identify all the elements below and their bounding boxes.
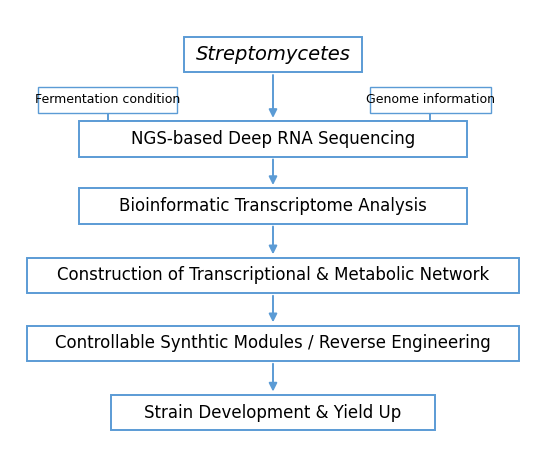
Text: Construction of Transcriptional & Metabolic Network: Construction of Transcriptional & Metabo…: [57, 266, 489, 284]
Text: Streptomycetes: Streptomycetes: [195, 45, 351, 64]
Text: Controllable Synthtic Modules / Reverse Engineering: Controllable Synthtic Modules / Reverse …: [55, 334, 491, 352]
FancyBboxPatch shape: [79, 188, 467, 224]
FancyBboxPatch shape: [27, 258, 519, 293]
FancyBboxPatch shape: [38, 87, 177, 113]
Text: NGS-based Deep RNA Sequencing: NGS-based Deep RNA Sequencing: [131, 130, 415, 148]
Text: Genome information: Genome information: [366, 93, 495, 106]
FancyBboxPatch shape: [27, 326, 519, 361]
FancyBboxPatch shape: [79, 121, 467, 156]
Text: Strain Development & Yield Up: Strain Development & Yield Up: [144, 404, 402, 422]
FancyBboxPatch shape: [110, 395, 436, 430]
FancyBboxPatch shape: [370, 87, 490, 113]
Text: Bioinformatic Transcriptome Analysis: Bioinformatic Transcriptome Analysis: [119, 197, 427, 215]
FancyBboxPatch shape: [184, 37, 362, 72]
Text: Fermentation condition: Fermentation condition: [35, 93, 181, 106]
